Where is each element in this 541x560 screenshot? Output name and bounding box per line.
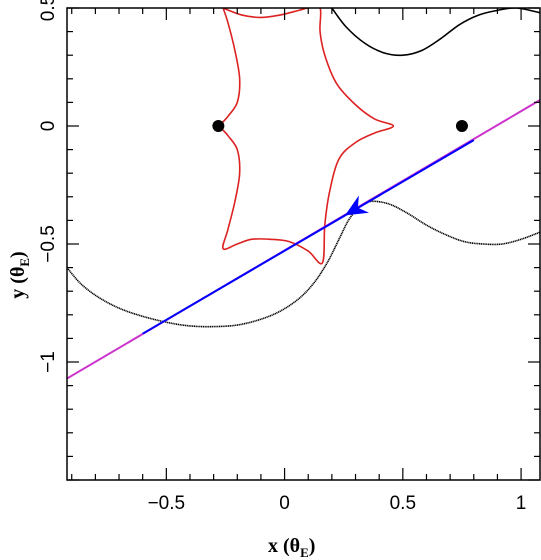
x-tick-label: 1	[516, 493, 527, 514]
lens-point-2	[455, 120, 468, 132]
direction-arrow	[344, 195, 370, 216]
y-axis-title: y (θE)	[7, 251, 32, 298]
x-tick-label: −0.5	[148, 493, 186, 514]
y-tick-label: 0	[38, 121, 59, 132]
x-axis-title: x (θE)	[268, 535, 315, 560]
x-tick-label: 0	[279, 493, 290, 514]
source-trajectory-inner	[142, 139, 475, 335]
plot-frame	[66, 7, 541, 481]
y-tick-label: −1	[38, 351, 59, 373]
y-tick-label: 0.5	[38, 0, 59, 21]
x-tick-label: 0.5	[390, 493, 416, 514]
critical-curve-upper	[331, 8, 540, 57]
lens-point-1	[212, 120, 225, 132]
y-tick-label: −0.5	[38, 225, 59, 263]
critical-curve-lower	[67, 200, 540, 328]
